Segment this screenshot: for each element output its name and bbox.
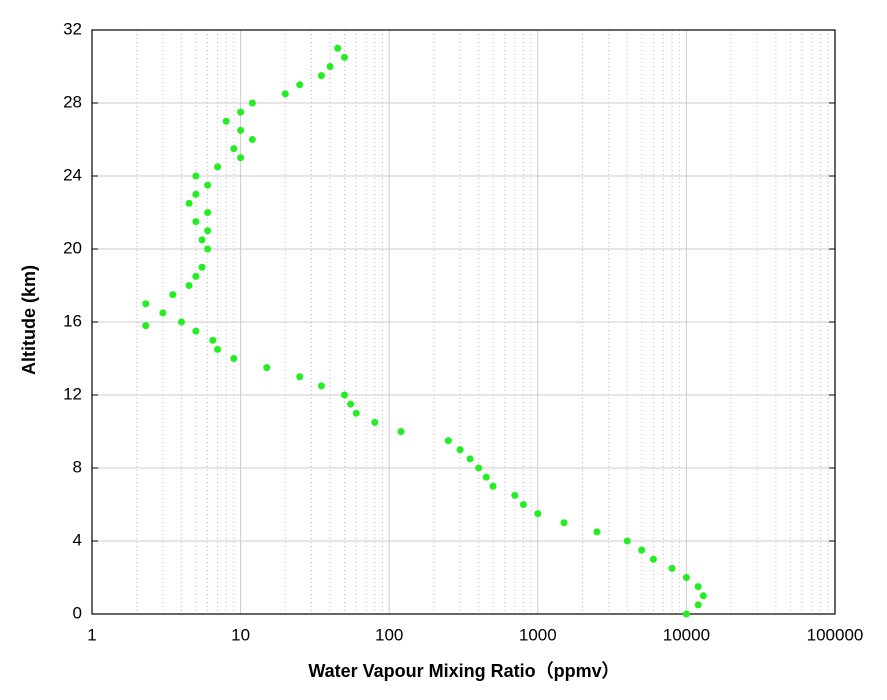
data-point bbox=[209, 336, 217, 344]
x-tick-label: 10 bbox=[231, 625, 250, 644]
data-point bbox=[444, 437, 452, 445]
data-point bbox=[334, 44, 342, 52]
y-tick-label: 0 bbox=[73, 603, 82, 622]
data-point bbox=[248, 136, 256, 143]
data-point bbox=[192, 272, 200, 280]
data-point bbox=[198, 236, 206, 244]
data-point bbox=[682, 610, 690, 618]
y-tick-label: 24 bbox=[63, 165, 82, 184]
data-point bbox=[593, 528, 601, 536]
data-point bbox=[352, 409, 360, 417]
data-point bbox=[511, 491, 519, 499]
data-point bbox=[192, 218, 200, 226]
y-tick-label: 4 bbox=[73, 530, 82, 549]
x-axis-label: Water Vapour Mixing Ratio（ppmv） bbox=[308, 661, 619, 681]
data-point bbox=[296, 373, 304, 381]
data-point bbox=[682, 574, 690, 581]
x-tick-label: 100000 bbox=[807, 625, 864, 644]
data-point bbox=[185, 199, 193, 207]
y-tick-label: 28 bbox=[63, 92, 82, 111]
data-point bbox=[204, 245, 212, 253]
data-point bbox=[489, 482, 497, 490]
data-point bbox=[466, 455, 474, 463]
y-tick-label: 32 bbox=[63, 19, 82, 38]
x-tick-label: 100 bbox=[375, 625, 403, 644]
x-tick-label: 1 bbox=[87, 625, 96, 644]
plot-frame bbox=[91, 29, 836, 615]
data-point bbox=[198, 263, 206, 271]
data-point bbox=[204, 227, 212, 235]
data-point bbox=[185, 282, 193, 289]
data-point bbox=[159, 309, 167, 317]
data-point bbox=[263, 364, 271, 372]
data-point bbox=[699, 592, 707, 600]
data-point bbox=[281, 90, 289, 98]
data-point bbox=[237, 126, 245, 134]
data-point bbox=[192, 327, 200, 335]
y-tick-label: 8 bbox=[73, 457, 82, 476]
data-point bbox=[694, 583, 702, 591]
data-point bbox=[534, 510, 542, 518]
data-point bbox=[326, 63, 334, 70]
data-point bbox=[237, 108, 245, 116]
data-point bbox=[230, 355, 238, 362]
data-point bbox=[222, 117, 230, 125]
data-point bbox=[204, 181, 212, 189]
data-point bbox=[560, 519, 568, 527]
x-tick-label: 10000 bbox=[663, 625, 710, 644]
data-point bbox=[623, 537, 631, 545]
data-point bbox=[230, 145, 238, 153]
y-tick-label: 20 bbox=[63, 238, 82, 257]
data-point bbox=[340, 391, 348, 399]
data-point bbox=[248, 99, 256, 107]
data-point bbox=[192, 190, 200, 198]
data-point bbox=[456, 446, 464, 454]
data-point bbox=[340, 53, 348, 61]
data-point bbox=[317, 72, 325, 80]
data-point bbox=[694, 601, 702, 609]
data-point bbox=[475, 464, 483, 472]
x-tick-label: 1000 bbox=[519, 625, 557, 644]
data-point bbox=[668, 564, 676, 572]
data-point bbox=[214, 345, 222, 353]
data-point bbox=[142, 322, 150, 330]
data-point bbox=[347, 400, 355, 408]
data-point bbox=[142, 300, 150, 308]
data-point bbox=[397, 428, 405, 435]
data-point bbox=[317, 382, 325, 390]
data-point bbox=[296, 81, 304, 89]
data-point bbox=[214, 163, 222, 171]
data-point bbox=[649, 555, 657, 563]
data-point bbox=[169, 291, 177, 299]
data-point bbox=[519, 501, 527, 508]
data-point bbox=[192, 172, 200, 180]
y-axis-label: Altitude (km) bbox=[19, 265, 39, 375]
data-point bbox=[204, 209, 212, 216]
data-point bbox=[237, 154, 245, 162]
data-point bbox=[371, 418, 379, 426]
data-point bbox=[177, 318, 185, 326]
y-tick-label: 16 bbox=[63, 311, 82, 330]
y-tick-label: 12 bbox=[63, 384, 82, 403]
data-point bbox=[482, 473, 490, 481]
data-point bbox=[638, 546, 646, 554]
